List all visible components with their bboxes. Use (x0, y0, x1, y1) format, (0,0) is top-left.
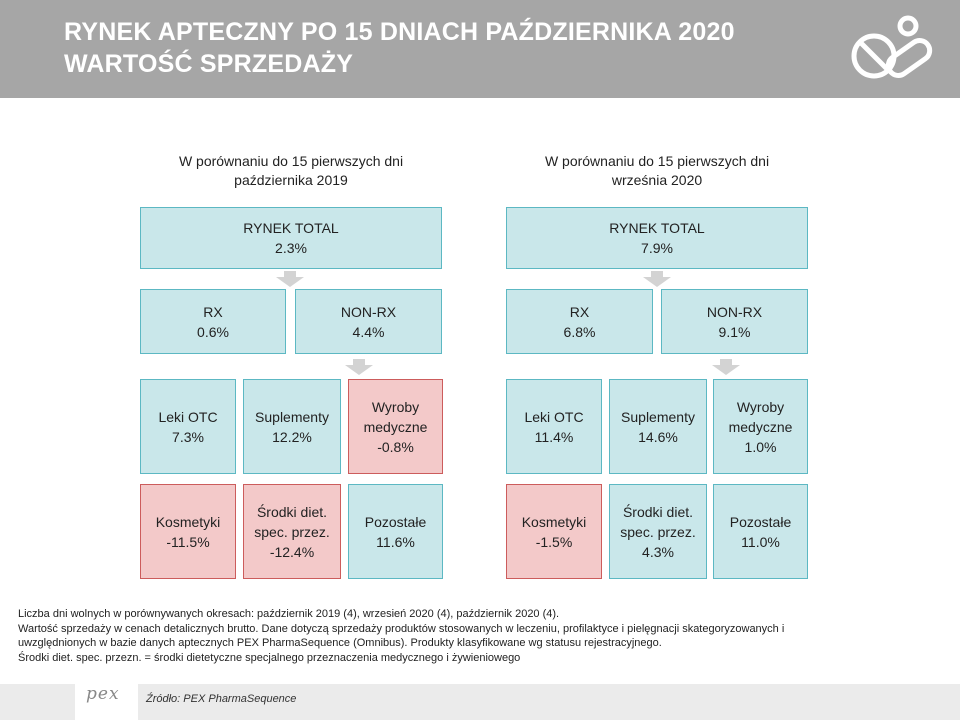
right-panel-heading: W porównaniu do 15 pierwszych dni wrześn… (506, 152, 808, 190)
footnote-line: Liczba dni wolnych w porównywanych okres… (18, 608, 560, 620)
nonrx-value: 4.4% (352, 323, 385, 340)
wyroby-label-1: Wyroby (736, 398, 785, 415)
srodki-label-2: spec. przez. (254, 523, 330, 540)
footnote-line: Środki diet. spec. przezn. = środki diet… (18, 651, 521, 664)
suple-value: 14.6% (638, 428, 678, 445)
suple-label: Suplementy (621, 408, 695, 425)
rx-value: 0.6% (197, 323, 229, 340)
left-srodki-box: Środki diet. spec. przez. -12.4% (243, 484, 341, 579)
left-pozost-box: Pozostałe 11.6% (348, 484, 443, 579)
footnotes: Liczba dni wolnych w porównywanych okres… (18, 607, 938, 665)
down-arrow-icon (276, 271, 304, 287)
source-text: Źródło: PEX PharmaSequence (146, 693, 297, 705)
right-nonrx-box: NON-RX 9.1% (661, 289, 808, 354)
srodki-label-2: spec. przez. (620, 523, 696, 540)
total-value: 7.9% (641, 240, 673, 256)
right-wyroby-box: Wyroby medyczne 1.0% (713, 379, 808, 474)
srodki-label-1: Środki diet. (256, 503, 328, 520)
kosm-label: Kosmetyki (155, 513, 221, 530)
suple-label: Suplementy (255, 408, 329, 425)
left-heading-line1: W porównaniu do 15 pierwszych dni (178, 153, 404, 169)
rx-label: RX (569, 303, 590, 320)
rx-value: 6.8% (563, 323, 596, 340)
header-bar (0, 0, 960, 98)
nonrx-label: NON-RX (340, 303, 397, 320)
srodki-value: -12.4% (269, 543, 315, 560)
wyroby-label-2: medyczne (728, 418, 793, 435)
srodki-label-1: Środki diet. (622, 503, 694, 520)
pozost-label: Pozostałe (729, 513, 792, 530)
leki-label: Leki OTC (524, 408, 584, 425)
right-suple-box: Suplementy 14.6% (609, 379, 707, 474)
pozost-value: 11.0% (741, 533, 780, 550)
wyroby-label-2: medyczne (363, 418, 428, 435)
footer-left-block (0, 684, 75, 720)
right-srodki-box: Środki diet. spec. przez. 4.3% (609, 484, 707, 579)
left-total-box: RYNEK TOTAL 2.3% (140, 207, 442, 269)
down-arrow-icon (643, 271, 671, 287)
left-heading-line2: października 2019 (234, 172, 348, 188)
right-heading-line1: W porównaniu do 15 pierwszych dni (544, 153, 770, 169)
left-panel-heading: W porównaniu do 15 pierwszych dni paździ… (140, 152, 442, 190)
nonrx-value: 9.1% (718, 323, 751, 340)
left-wyroby-box: Wyroby medyczne -0.8% (348, 379, 443, 474)
kosm-label: Kosmetyki (521, 513, 587, 530)
pozost-label: Pozostałe (364, 513, 427, 530)
wyroby-value: 1.0% (744, 438, 777, 455)
left-leki-box: Leki OTC 7.3% (140, 379, 236, 474)
total-label: RYNEK TOTAL (609, 220, 705, 236)
right-leki-box: Leki OTC 11.4% (506, 379, 602, 474)
right-kosm-box: Kosmetyki -1.5% (506, 484, 602, 579)
pex-logo: pex (86, 684, 120, 704)
total-label: RYNEK TOTAL (243, 220, 339, 236)
right-pozost-box: Pozostałe 11.0% (713, 484, 808, 579)
rx-label: RX (203, 303, 223, 320)
wyroby-value: -0.8% (377, 438, 414, 455)
page-subtitle: WARTOŚĆ SPRZEDAŻY (64, 50, 354, 78)
left-nonrx-box: NON-RX 4.4% (295, 289, 442, 354)
pills-icon (851, 15, 933, 79)
suple-value: 12.2% (272, 428, 312, 445)
right-total-box: RYNEK TOTAL 7.9% (506, 207, 808, 269)
wyroby-label-1: Wyroby (371, 398, 420, 415)
leki-label: Leki OTC (158, 408, 218, 425)
left-suple-box: Suplementy 12.2% (243, 379, 341, 474)
footer-right-block (138, 684, 960, 720)
right-rx-box: RX 6.8% (506, 289, 653, 354)
footnote-line: uwzględnionych w bazie danych aptecznych… (18, 637, 662, 649)
pozost-value: 11.6% (376, 533, 415, 550)
srodki-value: 4.3% (642, 543, 674, 560)
left-rx-box: RX 0.6% (140, 289, 286, 354)
leki-value: 7.3% (172, 428, 204, 445)
down-arrow-icon (712, 359, 740, 375)
page-title: RYNEK APTECZNY PO 15 DNIACH PAŹDZIERNIKA… (64, 18, 735, 46)
kosm-value: -11.5% (166, 533, 210, 550)
left-kosm-box: Kosmetyki -11.5% (140, 484, 236, 579)
nonrx-label: NON-RX (706, 303, 763, 320)
right-heading-line2: września 2020 (611, 172, 703, 188)
total-value: 2.3% (275, 240, 307, 256)
leki-value: 11.4% (534, 428, 574, 445)
kosm-value: -1.5% (535, 533, 573, 550)
down-arrow-icon (345, 359, 373, 375)
footnote-line: Wartość sprzedaży w cenach detalicznych … (18, 622, 785, 635)
